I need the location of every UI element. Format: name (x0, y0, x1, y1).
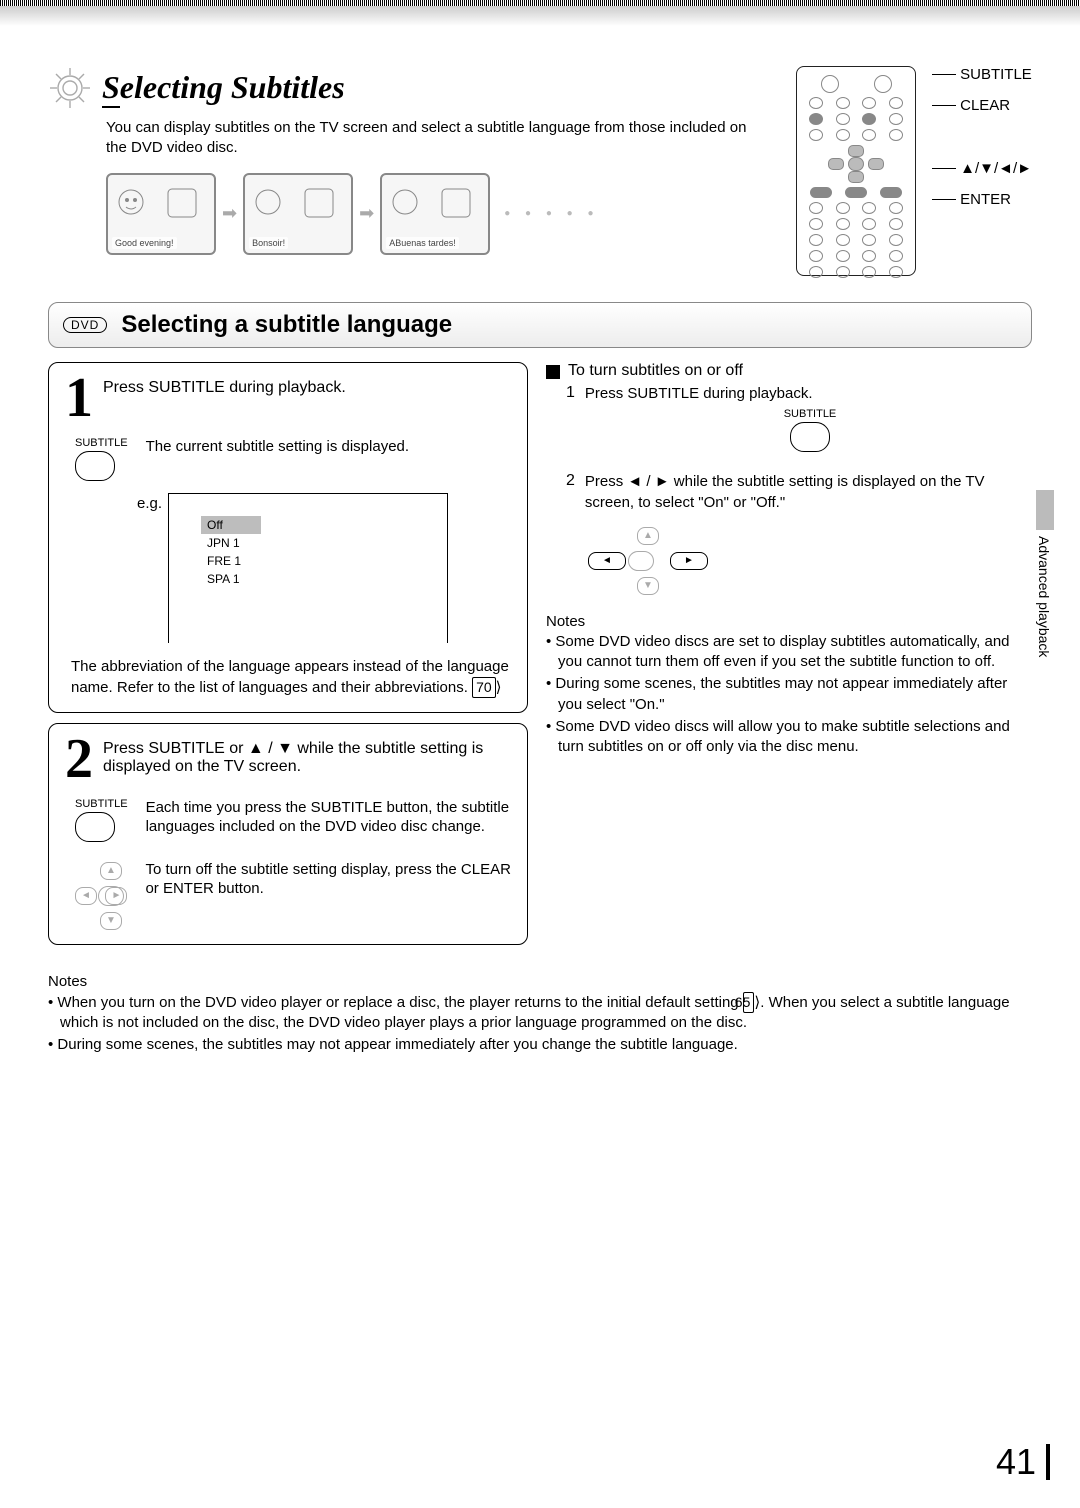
bottom-notes: Notes When you turn on the DVD video pla… (48, 973, 1032, 1056)
subtitle-button-icon (75, 451, 115, 481)
step-2-desc: Each time you press the SUBTITLE button,… (146, 798, 511, 837)
eg-label: e.g. (137, 493, 162, 512)
right-heading: To turn subtitles on or off (568, 362, 743, 380)
opt-fre: FRE 1 (201, 552, 261, 570)
step-2-box: 2 Press SUBTITLE or ▲ / ▼ while the subt… (48, 723, 528, 945)
face-icon (301, 185, 337, 221)
dpad-icon: ▲▼◄► (75, 862, 127, 930)
right-step-1-num: 1 (566, 384, 575, 402)
header-row: Selecting Subtitles You can display subt… (48, 66, 1032, 276)
remote-label-subtitle: SUBTITLE (960, 66, 1032, 83)
sun-icon (48, 66, 92, 110)
example-screen: Off JPN 1 FRE 1 SPA 1 (168, 493, 448, 643)
tv-illustration-2: Bonsoir! (243, 173, 353, 255)
subtitle-button-label: SUBTITLE (75, 798, 128, 810)
face-icon (392, 189, 418, 215)
intro-text: You can display subtitles on the TV scre… (106, 118, 764, 159)
face-icon (164, 185, 200, 221)
subtitle-button-icon (790, 422, 830, 452)
bottom-notes-heading: Notes (48, 973, 1032, 990)
step-2-head: Press SUBTITLE or ▲ / ▼ while the subtit… (103, 736, 511, 776)
tv-illustration-row: Good evening! ➡ Bonsoir! ➡ ABuenas tarde… (106, 173, 764, 255)
page-ref-70: 70 (472, 677, 496, 698)
side-tab-marker (1036, 490, 1054, 530)
opt-off: Off (201, 516, 261, 534)
opt-spa: SPA 1 (201, 570, 261, 588)
side-tab: Advanced playback (1036, 490, 1060, 640)
face-icon (118, 189, 144, 215)
page-title: Selecting Subtitles (102, 69, 345, 108)
right-notes-list: Some DVD video discs are set to display … (546, 632, 1032, 758)
step-1-desc: The current subtitle setting is displaye… (146, 437, 409, 457)
section-banner: DVD Selecting a subtitle language (48, 302, 1032, 348)
bottom-note-1: When you turn on the DVD video player or… (48, 992, 1032, 1034)
section-title: Selecting a subtitle language (121, 311, 452, 339)
tv-illustration-3: ABuenas tardes! (380, 173, 490, 255)
remote-label-list: SUBTITLE CLEAR ▲/▼/◄/► ENTER (932, 66, 1032, 208)
step-2-dpad-desc: To turn off the subtitle setting display… (145, 860, 511, 899)
right-column: To turn subtitles on or off 1 Press SUBT… (546, 362, 1032, 759)
remote-diagram: SUBTITLE CLEAR ▲/▼/◄/► ENTER (796, 66, 1032, 276)
right-step-1-text: Press SUBTITLE during playback. (585, 384, 813, 404)
square-bullet-icon (546, 365, 560, 379)
right-step-2-num: 2 (566, 472, 575, 490)
step-1-box: 1 Press SUBTITLE during playback. SUBTIT… (48, 362, 528, 713)
title-block: Selecting Subtitles You can display subt… (48, 66, 764, 255)
step-number-1: 1 (65, 375, 93, 423)
remote-outline (796, 66, 916, 276)
arrow-icon: ➡ (359, 203, 374, 224)
opt-jpn: JPN 1 (201, 534, 261, 552)
remote-label-clear: CLEAR (960, 97, 1010, 114)
tv-caption: Bonsoir! (249, 237, 288, 249)
ellipsis-icon: ● ● ● ● ● (504, 208, 599, 219)
step-1-head: Press SUBTITLE during playback. (103, 375, 511, 397)
bottom-note-2: During some scenes, the subtitles may no… (48, 1035, 1032, 1055)
tv-caption: ABuenas tardes! (386, 237, 459, 249)
arrow-icon: ➡ (222, 203, 237, 224)
page-number: 41 (996, 1444, 1050, 1480)
face-icon (255, 189, 281, 215)
dvd-badge: DVD (63, 317, 107, 333)
tv-caption: Good evening! (112, 237, 177, 249)
page-ref-65: 65 (743, 992, 755, 1013)
abbr-note: The abbreviation of the language appears… (71, 657, 511, 699)
top-fade-band (0, 6, 1080, 26)
subtitle-button-icon (75, 812, 115, 842)
subtitle-button-label: SUBTITLE (588, 408, 1032, 420)
right-note-1: Some DVD video discs are set to display … (546, 632, 1032, 673)
subtitle-button-label: SUBTITLE (75, 437, 128, 449)
right-notes-heading: Notes (546, 613, 1032, 630)
face-icon (438, 185, 474, 221)
left-right-dpad-icon: ▲ ▼ ◄ ► (588, 527, 1032, 595)
remote-label-dpad: ▲/▼/◄/► (960, 160, 1032, 177)
step-number-2: 2 (65, 736, 93, 784)
right-note-2: During some scenes, the subtitles may no… (546, 674, 1032, 715)
remote-label-enter: ENTER (960, 191, 1011, 208)
side-tab-label: Advanced playback (1036, 536, 1052, 657)
right-note-3: Some DVD video discs will allow you to m… (546, 717, 1032, 758)
right-step-2-text: Press ◄ / ► while the subtitle setting i… (585, 472, 1032, 513)
tv-illustration-1: Good evening! (106, 173, 216, 255)
